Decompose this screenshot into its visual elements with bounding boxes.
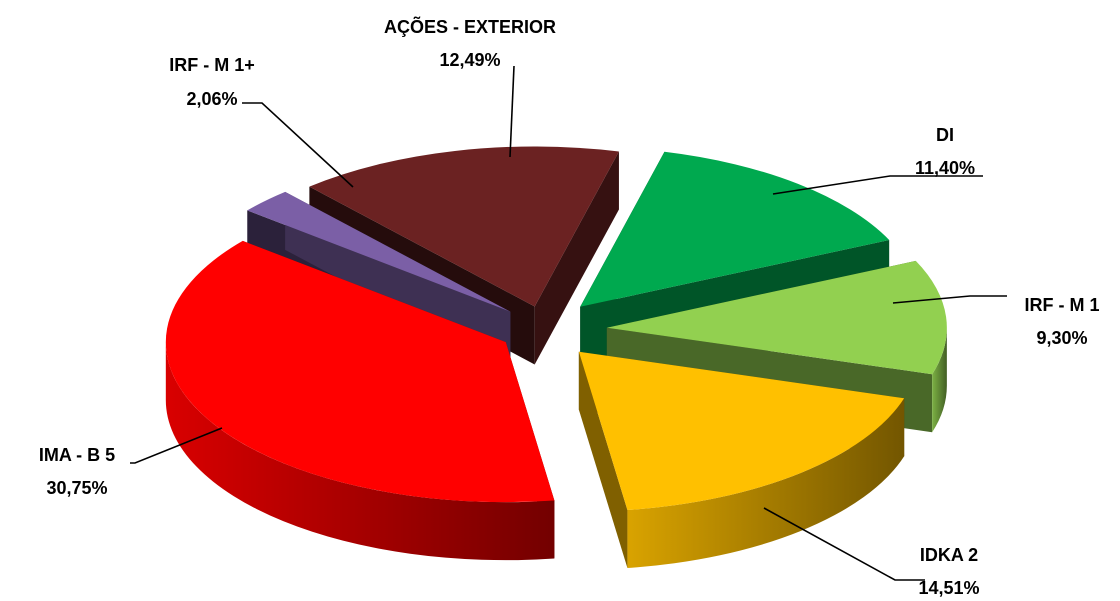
leader-line xyxy=(892,295,1007,304)
slice-outer-wall xyxy=(932,327,947,433)
slice-label: IRF - M 1+ xyxy=(169,55,255,75)
pie-slice xyxy=(578,351,905,569)
leader-line xyxy=(509,65,515,158)
slice-top xyxy=(309,146,619,307)
slice-value-label: 12,49% xyxy=(439,50,500,70)
slice-value-label: 11,40% xyxy=(915,158,975,178)
slice-top xyxy=(247,191,511,312)
slice-label: IRF - M 1 xyxy=(1025,295,1100,315)
leader-lines xyxy=(130,65,1007,581)
slice-label: AÇÕES - EXTERIOR xyxy=(384,16,556,37)
slice-label: IMA - B 5 xyxy=(39,445,115,465)
pie-slice xyxy=(165,240,555,561)
slice-side-wall xyxy=(534,151,619,365)
leader-line xyxy=(130,427,223,464)
leader-line xyxy=(242,102,354,188)
slice-value-label: 14,51% xyxy=(918,578,979,598)
slice-top xyxy=(606,260,947,375)
leader-line xyxy=(772,175,983,195)
leader-line xyxy=(763,507,925,581)
slice-label: IDKA 2 xyxy=(920,545,978,565)
pie-slices xyxy=(165,146,947,569)
slice-outer-wall xyxy=(165,342,555,561)
slice-side-wall xyxy=(578,351,628,569)
slice-label: DI xyxy=(936,125,954,145)
slice-value-label: 2,06% xyxy=(186,89,237,109)
slice-value-label: 9,30% xyxy=(1036,328,1087,348)
slice-outer-wall xyxy=(627,398,905,569)
slice-labels: AÇÕES - EXTERIOR 12,49% DI 11,40% IRF - M 1 9… xyxy=(39,16,1100,598)
slice-value-label: 30,75% xyxy=(46,478,107,498)
slice-top xyxy=(165,240,555,503)
slice-top xyxy=(580,151,890,307)
slice-top xyxy=(578,351,905,511)
